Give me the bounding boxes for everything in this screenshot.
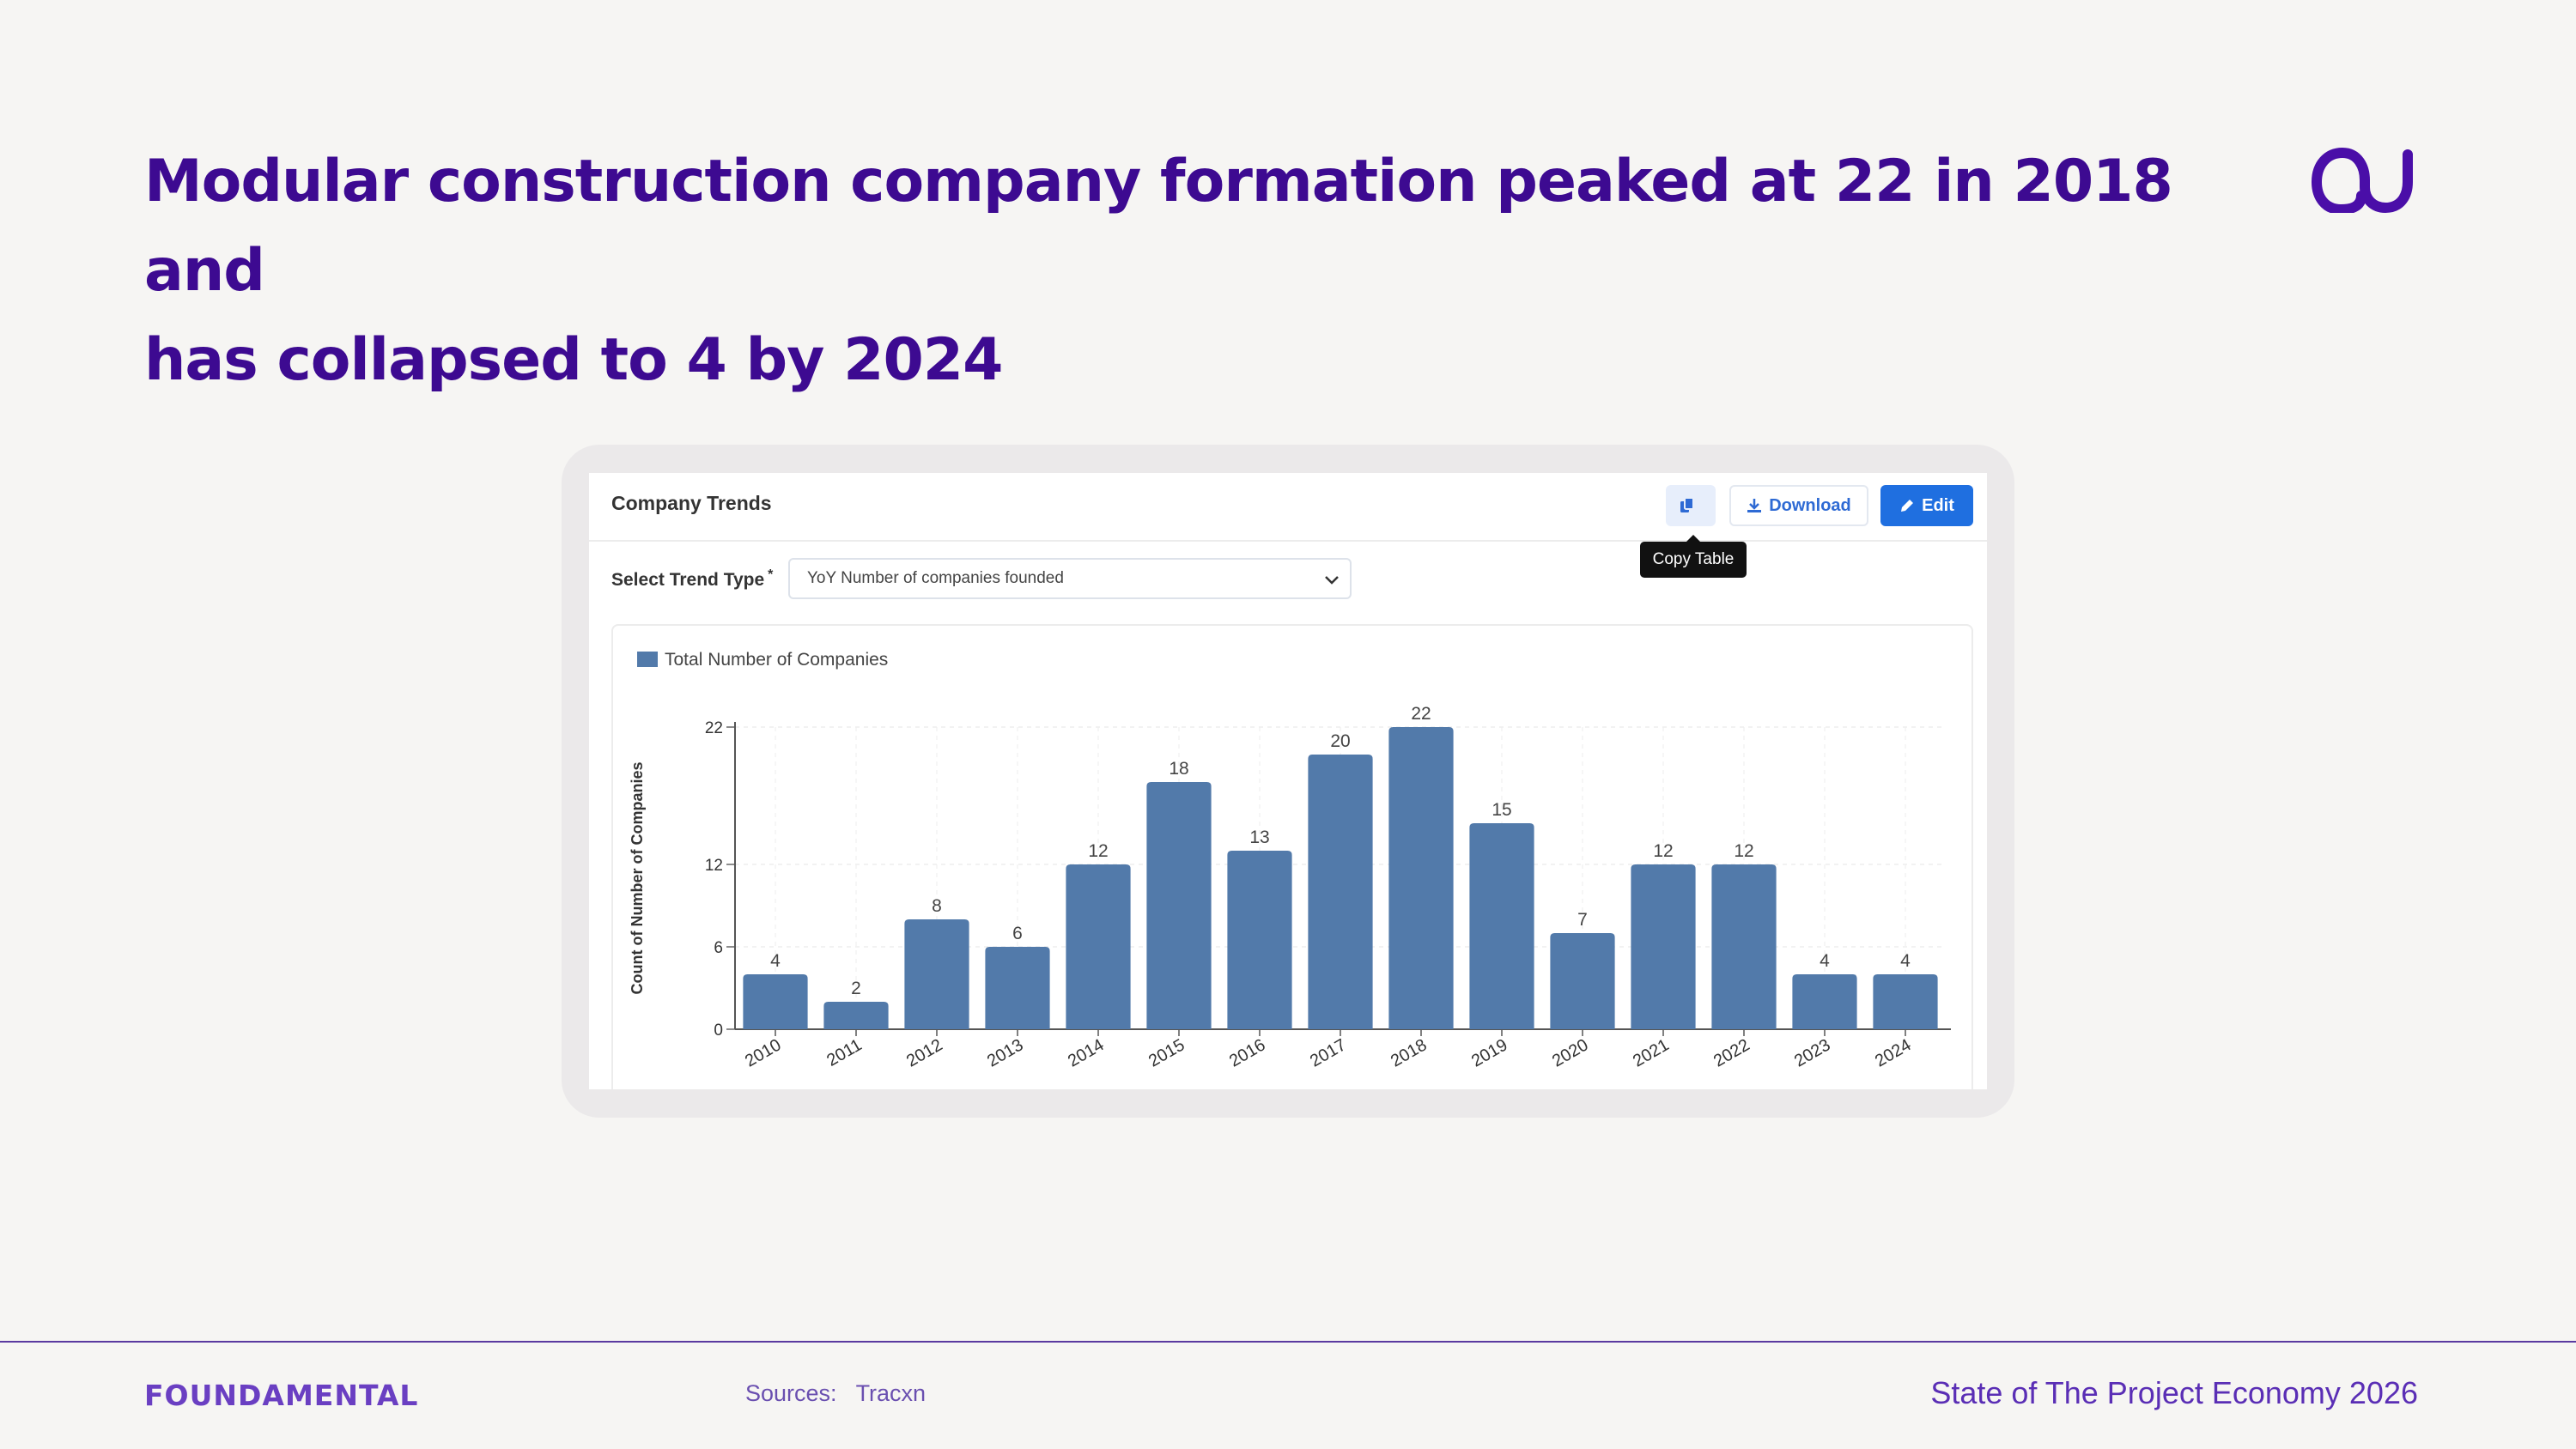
data-label-2023: 4 [1820, 951, 1830, 971]
bar-2021 [1631, 864, 1696, 1029]
bar-2012 [904, 919, 969, 1029]
data-label-2017: 20 [1330, 731, 1350, 751]
data-label-2015: 18 [1169, 759, 1188, 779]
data-label-2018: 22 [1411, 704, 1431, 724]
card-header: Company Trends Download Edit [589, 473, 1987, 542]
x-tick-label-2012: 2012 [903, 1035, 946, 1070]
trend-type-label: Select Trend Type * [611, 567, 773, 591]
y-tick-label: 6 [714, 939, 723, 957]
y-tick-label: 12 [705, 857, 723, 875]
chevron-down-icon [1325, 576, 1339, 585]
bar-2016 [1227, 851, 1292, 1029]
x-tick-label-2013: 2013 [984, 1035, 1027, 1070]
bar-2014 [1066, 864, 1131, 1029]
x-tick-label-2011: 2011 [823, 1035, 865, 1070]
data-label-2012: 8 [932, 896, 942, 916]
data-label-2010: 4 [770, 951, 781, 971]
pencil-icon [1901, 500, 1914, 512]
x-tick-label-2018: 2018 [1388, 1035, 1431, 1070]
data-label-2024: 4 [1900, 951, 1911, 971]
page-headline: Modular construction company formation p… [144, 137, 2205, 405]
y-axis-label: Count of Number of Companies [629, 762, 646, 995]
data-label-2014: 12 [1088, 841, 1108, 861]
x-tick-label-2016: 2016 [1226, 1035, 1269, 1070]
trend-type-value: YoY Number of companies founded [807, 569, 1064, 587]
x-tick-label-2022: 2022 [1710, 1035, 1753, 1070]
footer-sources: Sources: Tracxn [745, 1380, 926, 1407]
bar-2011 [823, 1002, 889, 1029]
card-title: Company Trends [611, 492, 772, 514]
bar-2023 [1792, 974, 1857, 1029]
trend-type-select[interactable]: YoY Number of companies founded [788, 558, 1352, 599]
x-tick-label-2017: 2017 [1307, 1035, 1350, 1070]
download-button[interactable]: Download [1729, 485, 1868, 526]
data-label-2016: 13 [1249, 828, 1269, 847]
company-trends-card: Company Trends Download Edit Copy Table … [589, 473, 1987, 1089]
headline-line-1: Modular construction company formation p… [144, 148, 2173, 305]
download-icon [1747, 499, 1762, 512]
sources-label: Sources: [745, 1380, 837, 1406]
data-label-2011: 2 [851, 979, 861, 998]
edit-button[interactable]: Edit [1880, 485, 1973, 526]
download-label: Download [1769, 495, 1851, 515]
x-tick-label-2021: 2021 [1630, 1035, 1673, 1070]
x-tick-label-2019: 2019 [1468, 1035, 1511, 1070]
bar-2022 [1711, 864, 1777, 1029]
sources-value: Tracxn [855, 1380, 927, 1406]
footer-divider [0, 1341, 2576, 1343]
x-tick-label-2020: 2020 [1549, 1035, 1592, 1070]
bar-2018 [1388, 727, 1454, 1029]
data-label-2022: 12 [1734, 841, 1753, 861]
data-label-2021: 12 [1653, 841, 1673, 861]
bar-2024 [1873, 974, 1938, 1029]
chart-container: Total Number of Companies Count of Number… [611, 624, 1973, 1089]
edit-label: Edit [1922, 495, 1954, 515]
x-tick-label-2024: 2024 [1872, 1035, 1915, 1070]
copy-icon [1680, 497, 1694, 512]
brand-logo-icon [2312, 148, 2413, 213]
y-tick-label: 22 [705, 719, 723, 737]
bar-2010 [743, 974, 808, 1029]
required-mark: * [768, 567, 774, 582]
y-tick-label: 0 [714, 1022, 723, 1040]
bar-chart: Total Number of Companies Count of Number… [629, 650, 1951, 1071]
bar-2017 [1308, 755, 1373, 1029]
legend-label: Total Number of Companies [665, 650, 888, 670]
x-tick-label-2010: 2010 [742, 1035, 785, 1070]
bar-2015 [1146, 782, 1212, 1029]
x-tick-label-2014: 2014 [1065, 1035, 1108, 1070]
x-tick-label-2023: 2023 [1791, 1035, 1834, 1070]
bar-2013 [985, 947, 1050, 1029]
trend-type-label-text: Select Trend Type [611, 570, 765, 590]
legend-swatch [637, 652, 658, 667]
data-label-2020: 7 [1577, 910, 1588, 930]
copy-table-tooltip: Copy Table [1640, 535, 1747, 578]
data-label-2019: 15 [1492, 800, 1511, 820]
footer-title: State of The Project Economy 2026 [1930, 1375, 2418, 1410]
x-tick-label-2015: 2015 [1145, 1035, 1188, 1070]
bar-2020 [1550, 933, 1615, 1029]
footer-brand: FOUNDAMENTAL [144, 1379, 419, 1412]
headline-line-2: has collapsed to 4 by 2024 [144, 326, 1003, 394]
bar-2019 [1469, 823, 1534, 1029]
data-label-2013: 6 [1012, 924, 1023, 943]
copy-table-button[interactable] [1666, 485, 1716, 526]
